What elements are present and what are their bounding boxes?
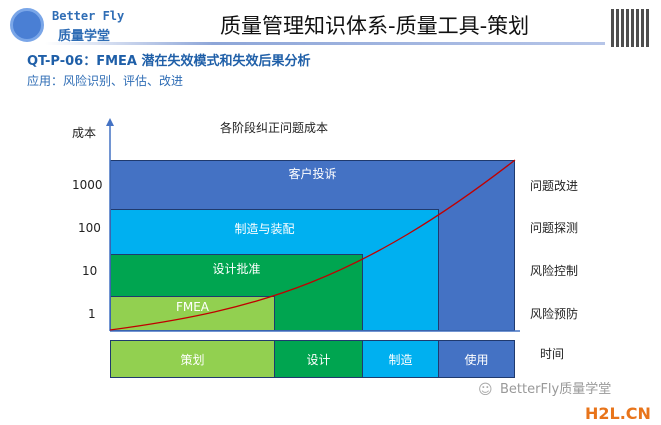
block-label: 客户投诉 <box>288 167 337 181</box>
y-tick: 1000 <box>72 178 103 192</box>
logo-line2: 质量学堂 <box>58 29 111 44</box>
diagram-title: 各阶段纠正问题成本 <box>220 121 329 135</box>
phase-design: 设计 <box>274 340 363 378</box>
wechat-icon: ☺ <box>478 382 493 398</box>
y-tick: 10 <box>82 264 98 278</box>
logo-icon <box>10 8 44 42</box>
header-divider <box>45 42 605 45</box>
right-label: 风险预防 <box>530 307 579 321</box>
phase-planning: 策划 <box>110 340 275 378</box>
qr-code-icon <box>611 9 649 47</box>
y-tick: 100 <box>78 221 101 235</box>
y-tick: 1 <box>88 307 96 321</box>
cost-curve <box>109 159 516 331</box>
x-axis-label: 时间 <box>540 347 565 361</box>
block-label: 制造与装配 <box>234 222 295 236</box>
phase-manufacturing: 制造 <box>362 340 439 378</box>
right-label: 问题探测 <box>530 221 579 235</box>
right-label: 问题改进 <box>530 179 579 193</box>
y-axis-label: 成本 <box>72 126 97 140</box>
y-axis-arrow <box>106 118 114 126</box>
block-fmea: FMEA <box>110 296 275 331</box>
logo-line1: Better Fly <box>52 9 125 23</box>
block-label: FMEA <box>175 300 210 314</box>
block-label: 设计批准 <box>212 262 261 276</box>
right-label: 风险控制 <box>530 264 579 278</box>
phase-usage: 使用 <box>438 340 515 378</box>
application-text: 应用：风险识别、评估、改进 <box>27 74 184 88</box>
page-title: 质量管理知识体系-质量工具-策划 <box>220 14 530 38</box>
site-watermark: H2L.CN <box>585 404 651 423</box>
watermark-text: BetterFly质量学堂 <box>500 382 612 397</box>
section-code: QT-P-06：FMEA 潜在失效模式和失效后果分析 <box>27 54 311 69</box>
